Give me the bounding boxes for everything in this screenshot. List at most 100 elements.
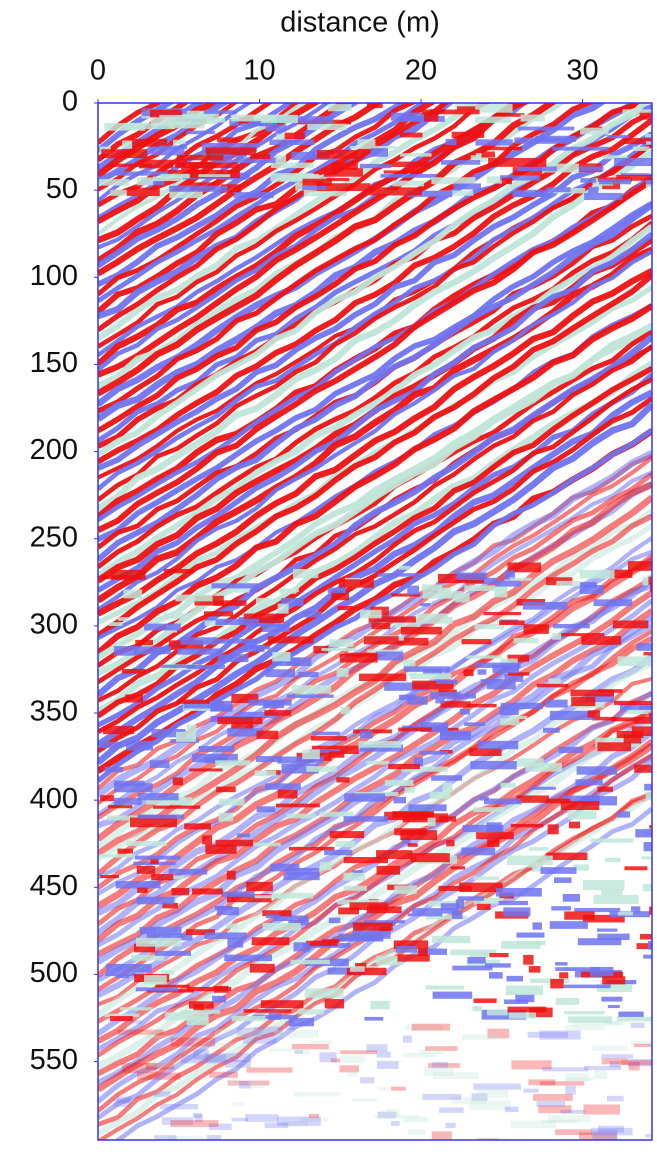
texture-patch xyxy=(193,1049,209,1060)
y-tick-label: 0 xyxy=(62,86,78,118)
texture-patch xyxy=(268,1048,300,1052)
texture-patch xyxy=(393,796,407,804)
texture-patch xyxy=(622,109,652,116)
texture-patch xyxy=(480,679,507,683)
texture-patch xyxy=(612,620,649,629)
texture-patch xyxy=(607,1005,620,1009)
texture-patch xyxy=(646,141,652,145)
texture-patch xyxy=(243,1009,292,1013)
texture-patch xyxy=(384,779,414,786)
texture-patch xyxy=(135,987,179,992)
texture-patch xyxy=(286,694,334,698)
texture-patch xyxy=(264,1122,289,1129)
texture-patch xyxy=(158,145,188,149)
texture-patch xyxy=(552,623,590,629)
texture-patch xyxy=(546,798,571,804)
texture-patch xyxy=(136,937,182,947)
texture-patch xyxy=(513,637,539,644)
texture-patch xyxy=(168,868,208,875)
texture-patch xyxy=(370,1000,390,1010)
texture-patch xyxy=(505,570,516,580)
texture-patch xyxy=(339,653,378,663)
texture-patch xyxy=(230,114,283,122)
texture-patch xyxy=(205,844,237,854)
texture-patch xyxy=(220,184,242,193)
texture-patch xyxy=(137,887,148,893)
texture-patch xyxy=(560,1109,586,1114)
texture-patch xyxy=(631,906,641,913)
texture-patch xyxy=(370,148,388,157)
texture-patch xyxy=(136,896,175,905)
texture-patch xyxy=(400,626,442,635)
texture-patch xyxy=(583,1104,620,1115)
texture-patch xyxy=(635,829,652,838)
texture-patch xyxy=(392,180,424,187)
reflection-band xyxy=(98,224,652,579)
texture-patch xyxy=(555,997,580,1005)
texture-patch xyxy=(423,1066,454,1076)
texture-patch xyxy=(564,1024,605,1031)
texture-patch xyxy=(146,933,193,941)
texture-patch xyxy=(564,911,595,920)
texture-patch xyxy=(268,892,314,899)
texture-patch xyxy=(511,1060,552,1070)
texture-patch xyxy=(411,908,459,914)
texture-patch xyxy=(208,1123,232,1130)
texture-patch xyxy=(163,875,185,879)
texture-patch xyxy=(306,940,338,946)
texture-patch xyxy=(634,764,652,773)
texture-patch xyxy=(431,177,476,185)
texture-patch xyxy=(512,167,543,176)
texture-patch xyxy=(632,146,650,151)
texture-patch xyxy=(639,112,652,120)
texture-patch xyxy=(432,1061,449,1069)
texture-patch xyxy=(536,683,569,688)
texture-patch xyxy=(555,1129,593,1135)
texture-patch xyxy=(349,902,388,911)
reflection-band xyxy=(98,178,652,533)
texture-patch xyxy=(376,850,413,859)
texture-patch xyxy=(593,599,633,607)
texture-patch xyxy=(172,797,187,806)
texture-patch xyxy=(422,591,463,599)
texture-patch xyxy=(554,877,572,883)
texture-patch xyxy=(376,955,403,966)
reflection-band xyxy=(98,553,652,890)
texture-patch xyxy=(474,624,505,630)
reflection-band xyxy=(98,103,407,288)
texture-patch xyxy=(609,1061,621,1068)
plot-border xyxy=(97,102,653,1141)
texture-patch xyxy=(104,1013,140,1018)
texture-patch xyxy=(509,577,532,581)
texture-patch xyxy=(272,657,312,666)
texture-patch xyxy=(150,858,159,864)
texture-patch xyxy=(440,903,460,911)
texture-patch xyxy=(136,865,156,874)
texture-patch xyxy=(498,900,529,906)
texture-patch xyxy=(416,613,449,618)
texture-patch xyxy=(226,1077,239,1087)
texture-patch xyxy=(337,899,384,905)
texture-patch xyxy=(579,584,604,594)
texture-patch xyxy=(528,966,541,973)
texture-patch xyxy=(404,787,415,793)
texture-patch xyxy=(338,579,374,588)
texture-patch xyxy=(464,585,507,592)
texture-patch xyxy=(227,1080,270,1086)
texture-patch xyxy=(419,750,448,755)
texture-patch xyxy=(162,902,178,909)
reflection-band xyxy=(98,791,652,1137)
texture-patch xyxy=(643,842,652,852)
reflection-band xyxy=(98,513,652,877)
texture-patch xyxy=(213,600,247,606)
texture-patch xyxy=(470,760,517,770)
texture-patch xyxy=(343,816,389,822)
texture-patch xyxy=(399,153,432,157)
texture-patch xyxy=(515,993,535,1003)
reflection-band xyxy=(98,200,652,542)
texture-patch xyxy=(270,173,314,182)
texture-patch xyxy=(597,933,630,940)
y-tick-label: 150 xyxy=(30,347,78,379)
texture-patch xyxy=(579,1132,618,1140)
texture-patch xyxy=(255,597,272,605)
